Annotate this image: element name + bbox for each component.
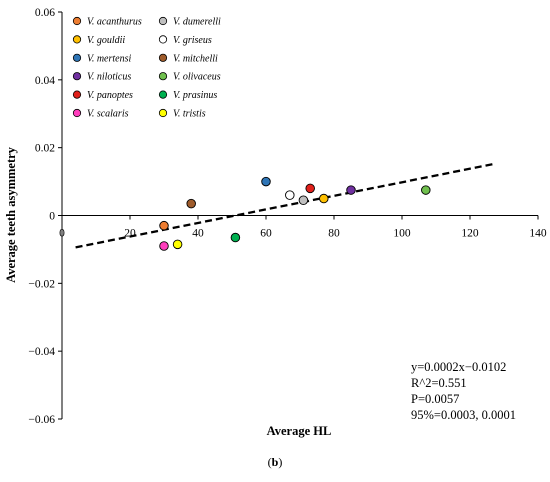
x-axis-label: Average HL — [267, 424, 332, 438]
regression-annotation: y=0.0002x−0.0102 — [411, 360, 506, 374]
legend-label-v-mertensi: V. mertensi — [87, 53, 131, 64]
x-tick-label: 60 — [260, 228, 272, 240]
y-tick-label: 0.02 — [35, 143, 55, 155]
legend-label-v-griseus: V. griseus — [173, 35, 212, 46]
regression-annotation: P=0.0057 — [411, 392, 459, 406]
legend-label-v-gouldii: V. gouldii — [87, 35, 125, 46]
legend-label-v-tristis: V. tristis — [173, 109, 206, 120]
legend-label-v-dumerelli: V. dumerelli — [173, 17, 221, 28]
point-v-tristis — [172, 239, 183, 250]
legend-label-v-niloticus: V. niloticus — [87, 72, 131, 83]
legend-label-v-olivaceus: V. olivaceus — [173, 72, 221, 83]
y-tick-label: 0.06 — [35, 7, 55, 19]
legend-marker-v-niloticus — [72, 72, 82, 81]
trendline-group — [75, 162, 495, 249]
y-tick-label: −0.02 — [28, 278, 55, 290]
point-v-acanthurus — [159, 220, 169, 231]
x-tick-label: 120 — [461, 228, 479, 240]
legend-marker-v-panoptes — [72, 90, 82, 99]
legend-marker-v-griseus — [158, 35, 168, 44]
x-tick-label: 100 — [393, 228, 411, 240]
legend-label-v-scalaris: V. scalaris — [87, 109, 129, 120]
point-v-gouldii — [319, 193, 329, 204]
legend-marker-v-prasinus — [158, 90, 168, 99]
point-v-panoptes — [305, 183, 315, 194]
legend-marker-v-tristis — [158, 108, 168, 118]
point-v-dumerelli — [298, 195, 309, 205]
x-tick-label: 80 — [328, 228, 340, 240]
legend-label-v-prasinus: V. prasinus — [173, 90, 217, 101]
legend-label-v-acanthurus: V. acanthurus — [87, 17, 142, 28]
legend-marker-v-mertensi — [72, 53, 82, 62]
x-tick-label: 0 — [59, 228, 65, 240]
data-points — [159, 176, 431, 251]
regression-annotations: y=0.0002x−0.0102 R^2=0.551 P=0.0057 95%=0.0… — [411, 360, 516, 422]
legend-label-v-panoptes: V. panoptes — [87, 90, 133, 101]
axes: −0.06 −0.04 −0.02 0 0.02 0.04 0.06 0 20 40 60 80 100… — [28, 7, 547, 426]
legend-marker-v-scalaris — [72, 108, 82, 118]
legend: V. acanthurus V. dumerelli V. gouldii V. gr… — [72, 16, 221, 120]
point-v-scalaris — [159, 241, 169, 251]
point-v-niloticus — [346, 185, 356, 195]
regression-annotation: R^2=0.551 — [411, 376, 467, 390]
legend-label-v-mitchelli: V. mitchelli — [173, 53, 218, 64]
y-tick-label: 0 — [49, 211, 55, 223]
legend-marker-v-dumerelli — [158, 16, 168, 26]
regression-annotation: 95%=0.0003, 0.0001 — [411, 408, 516, 422]
point-v-mertensi — [261, 176, 271, 187]
point-v-griseus — [285, 190, 295, 200]
x-tick-label: 140 — [529, 228, 547, 240]
figure-caption: (b) — [268, 455, 283, 469]
point-v-prasinus — [230, 232, 241, 243]
legend-marker-v-mitchelli — [158, 53, 168, 62]
legend-marker-v-olivaceus — [158, 72, 168, 81]
y-axis-label: Average teeth asymmetry — [4, 146, 18, 283]
trendline — [75, 162, 495, 249]
point-v-mitchelli — [186, 198, 196, 209]
y-tick-label: −0.04 — [28, 346, 55, 358]
y-tick-label: 0.04 — [35, 75, 55, 87]
point-v-olivaceus — [421, 185, 431, 195]
x-tick-label: 20 — [124, 228, 136, 240]
legend-marker-v-gouldii — [72, 35, 82, 44]
legend-marker-v-acanthurus — [72, 16, 82, 26]
y-tick-label: −0.06 — [28, 414, 55, 426]
x-tick-label: 40 — [192, 228, 204, 240]
